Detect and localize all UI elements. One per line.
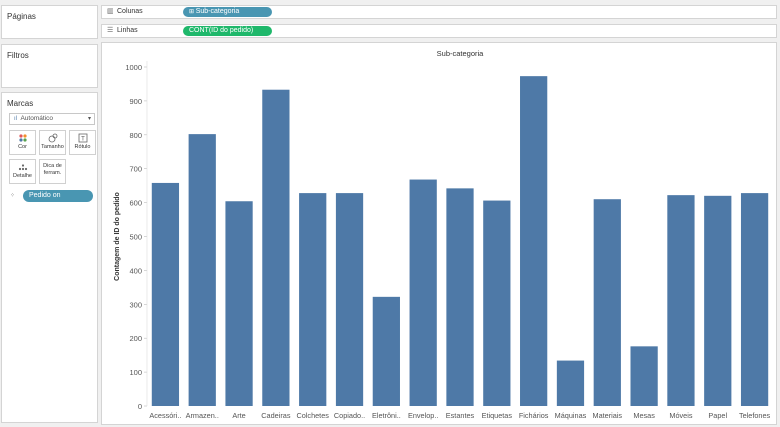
tooltip-button[interactable]: Dica de ferram. xyxy=(39,159,66,184)
x-tick-label: Estantes xyxy=(446,411,475,420)
size-icon xyxy=(40,131,65,144)
columns-label: Colunas xyxy=(117,8,143,15)
y-tick-label: 900 xyxy=(129,97,142,106)
y-tick-label: 500 xyxy=(129,233,142,242)
pedido-field-pill[interactable]: Pedido on xyxy=(23,190,93,202)
columns-icon: ▥ xyxy=(107,8,114,15)
x-tick-label: Materiais xyxy=(592,411,622,420)
mark-type-dropdown[interactable]: ıl Automático ▾ xyxy=(9,113,95,125)
x-tick-label: Envelop.. xyxy=(408,411,438,420)
cont-id-pedido-pill[interactable]: CONT(ID do pedido) xyxy=(183,26,272,36)
detail-field-icon: ⁘ xyxy=(10,193,16,199)
pages-title: Páginas xyxy=(7,12,36,21)
label-t-icon: T xyxy=(70,131,95,144)
bar[interactable] xyxy=(704,195,732,406)
bar[interactable] xyxy=(151,182,180,406)
y-tick-label: 300 xyxy=(129,300,142,309)
bar[interactable] xyxy=(225,201,253,406)
bar[interactable] xyxy=(335,193,364,406)
rows-icon: ☰ xyxy=(107,27,114,34)
y-tick-label: 200 xyxy=(129,334,142,343)
visualization-area: Sub-categoria Contagem de ID do pedido 0 10… xyxy=(101,42,777,425)
x-tick-label: Cadeiras xyxy=(261,411,291,420)
bar[interactable] xyxy=(740,193,769,406)
size-button[interactable]: Tamanho xyxy=(39,130,66,155)
tooltip-button-label-line1: Dica de xyxy=(43,163,62,169)
y-tick-label: 0 xyxy=(138,402,142,411)
svg-text:T: T xyxy=(81,137,85,143)
rows-label: Linhas xyxy=(117,27,138,34)
y-tick-label: 800 xyxy=(129,131,142,140)
rows-shelf[interactable]: ☰ Linhas CONT(ID do pedido) xyxy=(101,24,777,38)
bar[interactable] xyxy=(446,188,474,406)
bar[interactable] xyxy=(483,200,511,406)
bar[interactable] xyxy=(630,346,658,406)
filters-panel[interactable]: Filtros xyxy=(1,44,98,88)
y-tick-label: 1000 xyxy=(125,63,142,72)
mark-type-value: Automático xyxy=(20,115,53,122)
x-tick-label: Acessóri.. xyxy=(149,411,181,420)
detail-button[interactable]: Detalhe xyxy=(9,159,36,184)
y-tick-label: 400 xyxy=(129,266,142,275)
bar[interactable] xyxy=(262,89,290,406)
bar[interactable] xyxy=(299,193,327,406)
bar[interactable] xyxy=(520,76,548,406)
x-tick-label: Papel xyxy=(708,411,727,420)
sub-categoria-pill-label: Sub-categoria xyxy=(195,8,240,15)
marks-title: Marcas xyxy=(7,99,34,108)
bar[interactable] xyxy=(667,195,695,406)
detail-button-label: Detalhe xyxy=(13,173,32,179)
tooltip-button-label-line2: ferram. xyxy=(43,170,62,176)
bar-chart: Sub-categoria Contagem de ID do pedido 0 10… xyxy=(114,49,771,420)
plus-box-icon: ⊞ xyxy=(189,9,196,15)
chevron-down-icon: ▾ xyxy=(87,116,91,122)
detail-dots-icon xyxy=(10,160,35,173)
x-tick-label: Máquinas xyxy=(555,411,587,420)
y-tick-label: 600 xyxy=(129,199,142,208)
color-button-label: Cor xyxy=(18,144,27,150)
x-tick-label: Mesas xyxy=(633,411,655,420)
automatic-mark-icon: ıl xyxy=(14,116,17,122)
filters-title: Filtros xyxy=(7,51,29,60)
x-tick-label: Etiquetas xyxy=(482,411,513,420)
label-button-label: Rótulo xyxy=(74,144,91,150)
x-tick-label: Eletrôni.. xyxy=(372,411,401,420)
bar[interactable] xyxy=(556,360,585,406)
bar[interactable] xyxy=(593,199,621,406)
bar[interactable] xyxy=(409,179,437,406)
bar[interactable] xyxy=(188,134,216,406)
sub-categoria-pill[interactable]: ⊞ Sub-categoria xyxy=(183,7,272,17)
label-button[interactable]: T Rótulo xyxy=(69,130,96,155)
x-tick-label: Colchetes xyxy=(296,411,329,420)
x-tick-label: Arte xyxy=(232,411,245,420)
size-button-label: Tamanho xyxy=(41,144,64,150)
color-dots-icon xyxy=(10,131,35,144)
x-tick-label: Armazen.. xyxy=(186,411,219,420)
color-button[interactable]: Cor xyxy=(9,130,36,155)
pages-panel[interactable]: Páginas xyxy=(1,5,98,39)
y-axis-label: Contagem de ID do pedido xyxy=(114,192,121,281)
y-tick-label: 700 xyxy=(129,165,142,174)
x-tick-label: Móveis xyxy=(669,411,692,420)
x-tick-label: Copiado.. xyxy=(334,411,365,420)
bar[interactable] xyxy=(372,296,400,406)
marks-panel: Marcas ıl Automático ▾ Cor xyxy=(1,92,98,423)
chart-title: Sub-categoria xyxy=(437,49,485,58)
columns-shelf[interactable]: ▥ Colunas ⊞ Sub-categoria xyxy=(101,5,777,19)
x-tick-label: Fichários xyxy=(519,411,549,420)
y-tick-label: 100 xyxy=(129,368,142,377)
x-tick-label: Telefones xyxy=(739,411,771,420)
